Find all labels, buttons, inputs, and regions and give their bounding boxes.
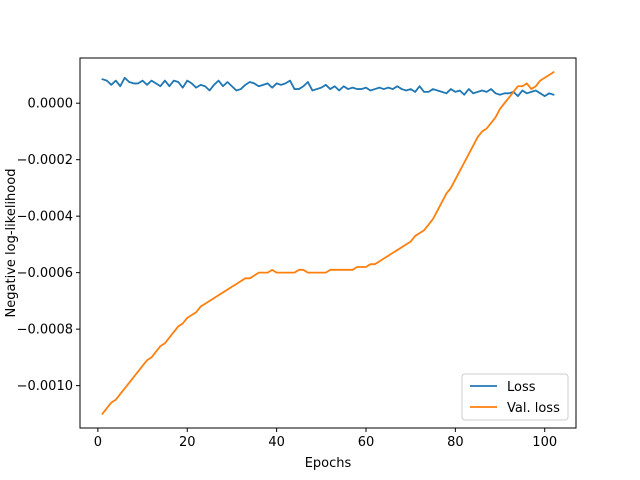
plot-frame (79, 57, 577, 429)
y-tick-label: −0.0006 (17, 266, 73, 281)
series-line-loss (101, 76, 555, 98)
x-tick-label: 20 (179, 435, 196, 450)
plot-area (80, 58, 576, 428)
legend-label-loss: Loss (507, 380, 536, 395)
legend: Loss Val. loss (461, 373, 569, 421)
y-axis-label: Negative log-likelihood (4, 169, 19, 318)
x-tick-label: 60 (358, 435, 375, 450)
y-tick-label: −0.0008 (17, 323, 73, 338)
y-axis-ticks: 0.0000 −0.0002 −0.0004 −0.0006 −0.0008 −0.001… (17, 97, 80, 394)
series-line-val-loss (101, 71, 555, 415)
x-tick-label: 0 (94, 435, 102, 450)
x-tick-label: 100 (532, 435, 557, 450)
x-tick-label: 80 (447, 435, 464, 450)
y-tick-label: −0.0010 (17, 379, 73, 394)
series-layer (101, 71, 555, 415)
x-tick-label: 40 (268, 435, 285, 450)
y-tick-label: −0.0004 (17, 210, 73, 225)
legend-label-val-loss: Val. loss (507, 401, 560, 416)
y-tick-label: 0.0000 (28, 97, 74, 112)
x-axis-label: Epochs (305, 456, 352, 471)
x-axis-ticks: 0 20 40 60 80 100 (94, 428, 557, 450)
y-tick-label: −0.0002 (17, 153, 73, 168)
